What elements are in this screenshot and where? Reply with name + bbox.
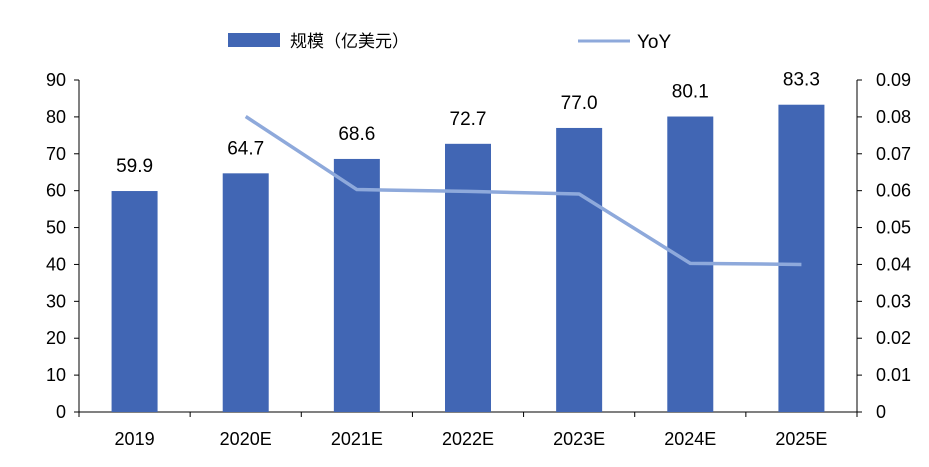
legend-label-bar: 规模（亿美元） [290,32,409,52]
x-tick-label: 2023E [553,429,605,449]
right-tick-label: 0.01 [876,365,911,385]
bar-data-label: 59.9 [116,156,153,177]
yoy-line [244,115,802,267]
left-tick-label: 60 [46,181,66,201]
left-tick-label: 20 [46,328,66,348]
x-tick-label: 2020E [220,429,272,449]
left-tick-label: 30 [46,291,66,311]
legend: 规模（亿美元） YoY [228,32,671,53]
bar [333,158,380,412]
right-tick-label: 0.08 [876,107,911,127]
bar-data-label: 68.6 [338,124,375,145]
legend-swatch-bar [228,33,280,47]
left-tick-label: 10 [46,365,66,385]
bar [111,191,158,412]
bar-data-label: 83.3 [783,70,820,91]
bar-data-label: 64.7 [227,138,264,159]
right-tick-label: 0.06 [876,181,911,201]
bar [556,127,603,412]
bar [222,173,269,412]
left-tick-label: 0 [56,402,66,422]
right-tick-label: 0.07 [876,144,911,164]
right-tick-label: 0.09 [876,70,911,90]
x-tick-label: 2021E [331,429,383,449]
bar-data-label: 80.1 [672,82,709,103]
right-tick-label: 0.02 [876,328,911,348]
x-tick-label: 2025E [775,429,827,449]
right-tick-label: 0.05 [876,218,911,238]
left-tick-label: 50 [46,218,66,238]
left-tick-label: 90 [46,70,66,90]
bar-data-label: 77.0 [561,93,598,114]
bar [445,143,491,412]
x-tick-label: 2019 [115,429,155,449]
x-tick-label: 2024E [664,429,716,449]
plot-area: 0 10 20 30 40 50 60 70 80 90 0 0.01 0.02 0.03 0.04 0.05… [46,70,911,449]
left-tick-label: 80 [46,107,66,127]
legend-label-line: YoY [637,32,671,53]
bar [778,104,825,413]
right-tick-label: 0.03 [876,291,911,311]
right-tick-label: 0 [876,402,886,422]
left-tick-label: 70 [46,144,66,164]
right-tick-label: 0.04 [876,254,911,274]
left-tick-label: 40 [46,254,66,274]
x-tick-label: 2022E [442,429,494,449]
bar-data-label: 72.7 [450,109,487,130]
